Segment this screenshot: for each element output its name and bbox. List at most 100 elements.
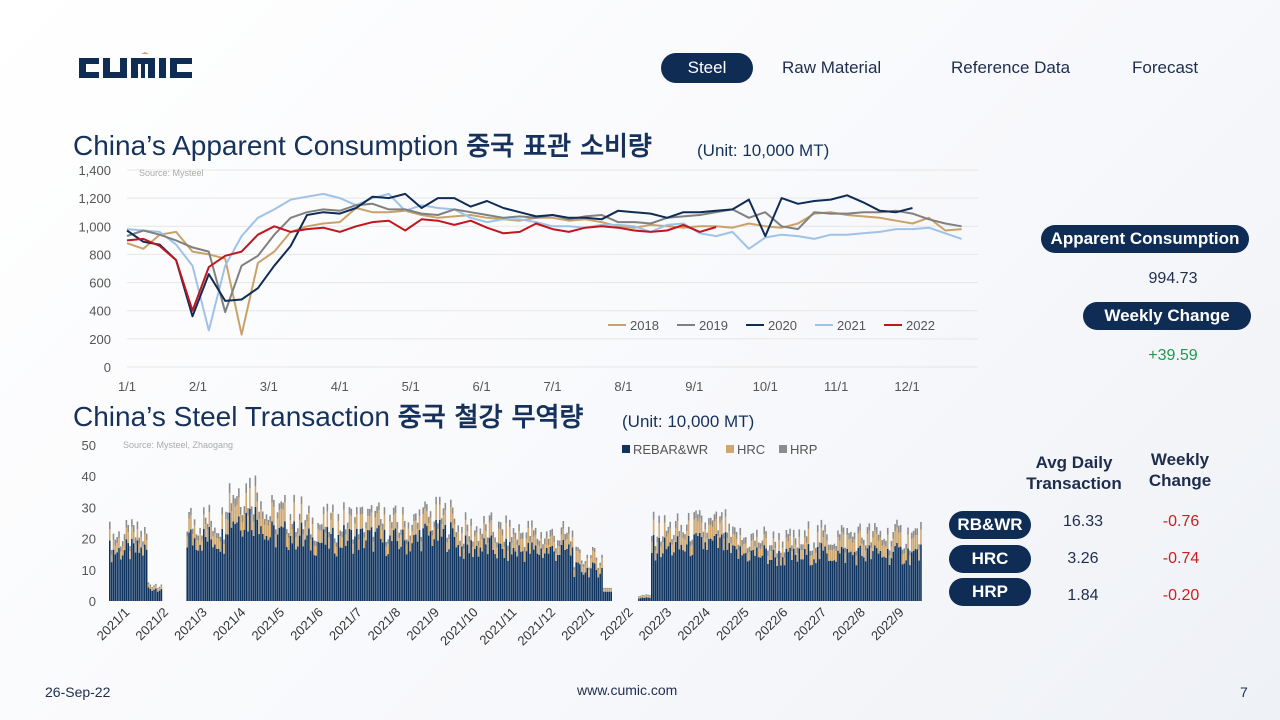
hrc-avg-value: 3.26 (1067, 550, 1099, 567)
bar-hrp (199, 527, 201, 534)
x-tick-label: 2022/7 (791, 605, 830, 644)
bar-hrp (350, 508, 353, 516)
bar-rebar (601, 567, 603, 601)
bar-hrp (238, 488, 240, 498)
bar-rebar (249, 508, 251, 601)
bar-hrp (197, 535, 200, 541)
bar-hrc (297, 533, 299, 547)
bar-hrc (226, 519, 229, 535)
bar-rebar (234, 524, 236, 601)
bar-hrc (879, 537, 882, 551)
bar-hrc (153, 586, 155, 590)
bar-rebar (909, 565, 911, 601)
row-label-hrp: HRP (949, 578, 1031, 606)
bar-hrp (813, 542, 815, 549)
bar-hrc (807, 528, 810, 545)
bar-rebar (503, 557, 506, 601)
bar-hrp (450, 499, 452, 508)
bar-hrp (435, 496, 437, 505)
bar-rebar (682, 550, 684, 601)
bar-hrp (521, 532, 524, 539)
bar-rebar (254, 506, 257, 601)
bar-hrc (781, 547, 784, 558)
bar-hrp (802, 544, 804, 551)
bar-rebar (245, 512, 247, 601)
bar-hrc (676, 520, 679, 537)
bar-rebar (816, 546, 819, 601)
bar-rebar (409, 551, 412, 601)
bar-hrc (319, 530, 321, 543)
bar-rebar (839, 553, 841, 601)
bar-rebar (805, 554, 808, 601)
bar-hrp (791, 545, 793, 552)
bar-rebar (593, 563, 596, 601)
bar-hrp (138, 537, 141, 544)
bar-rebar (378, 525, 380, 601)
bar-hrc (848, 539, 850, 553)
bar-hrp (418, 509, 421, 517)
bar-rebar (273, 525, 275, 601)
bar-rebar (724, 532, 727, 601)
series-line-2020 (126, 192, 913, 318)
bar-hrp (700, 515, 703, 523)
bar-hrp (387, 539, 389, 545)
nav-tab-reference-data[interactable]: Reference Data (951, 58, 1071, 77)
bar-hrp (859, 523, 861, 531)
bar-rebar (276, 534, 279, 601)
bar-hrc (835, 551, 837, 562)
bar-rebar (667, 546, 670, 601)
bar-rebar (750, 550, 753, 601)
bar-hrp (313, 540, 316, 546)
bar-rebar (201, 550, 203, 601)
bar-hrp (188, 511, 190, 519)
bar-rebar (542, 557, 544, 601)
bar-rebar (512, 547, 515, 601)
bar-rebar (262, 533, 264, 601)
bar-hrp (603, 587, 605, 589)
bar-rebar (673, 552, 675, 601)
bar-hrp (204, 517, 207, 525)
x-tick-label: 2021/5 (249, 605, 288, 644)
nav-tab-forecast[interactable]: Forecast (1132, 58, 1199, 77)
bar-rebar (203, 528, 205, 601)
bar-hrp (245, 483, 247, 494)
bar-hrp (890, 540, 893, 547)
legend-label: HRP (790, 442, 817, 457)
bar-hrc (486, 543, 489, 555)
footer-url[interactable]: www.cumic.com (577, 682, 678, 698)
bar-hrp (426, 504, 428, 512)
bar-rebar (411, 543, 413, 601)
bar-hrp (748, 546, 751, 553)
bar-hrc (468, 541, 471, 554)
bar-hrc (317, 529, 319, 542)
bar-hrc (894, 531, 896, 547)
bar-rebar (708, 538, 710, 601)
x-tick-label: 2022/3 (636, 605, 675, 644)
nav-tab-raw-material[interactable]: Raw Material (782, 58, 882, 77)
bar-rebar (798, 548, 801, 601)
bar-hrp (206, 523, 209, 530)
bar-hrc (466, 531, 469, 545)
bar-rebar (713, 535, 716, 601)
bar-hrp (186, 531, 188, 537)
bar-rebar (293, 521, 295, 601)
legend-swatch (726, 445, 734, 453)
bar-rebar (394, 528, 397, 601)
bar-rebar (564, 549, 566, 601)
bar-hrp (824, 524, 826, 532)
bar-hrp (442, 508, 445, 516)
bar-hrc (840, 532, 843, 547)
bar-rebar (372, 551, 375, 601)
bar-hrc (245, 493, 247, 513)
bar-hrp (863, 539, 865, 546)
bar-hrp (415, 513, 417, 521)
bar-hrc (604, 588, 607, 592)
bar-hrc (739, 535, 742, 547)
nav-tab-steel[interactable]: Steel (661, 53, 753, 83)
bar-hrp (874, 523, 876, 531)
bar-rebar (451, 528, 454, 601)
bar-hrp (239, 507, 242, 515)
bar-rebar (210, 539, 212, 601)
bar-rebar (796, 561, 799, 601)
bar-hrc (536, 544, 539, 554)
